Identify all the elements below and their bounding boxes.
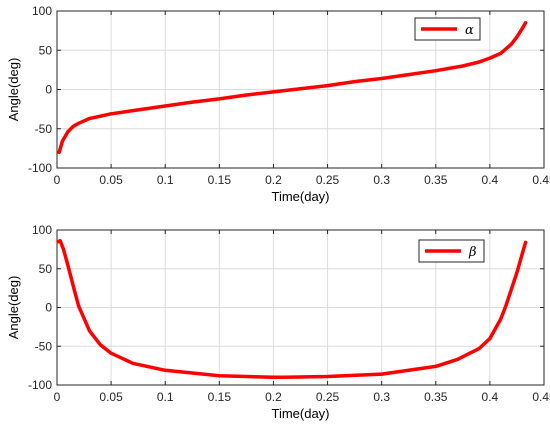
y-tick-label: 50 (39, 43, 53, 57)
data-point (524, 21, 528, 25)
data-point (353, 80, 357, 84)
x-tick-label: 0.2 (265, 173, 282, 187)
y-tick-label: 0 (45, 83, 52, 97)
x-tick-label: 0.05 (99, 173, 123, 187)
data-point (77, 304, 81, 308)
beta-x-axis-label: Time(day) (271, 406, 329, 421)
beta-legend: β (418, 239, 485, 263)
data-point (515, 35, 519, 39)
data-point (244, 93, 248, 97)
data-point (326, 374, 330, 379)
data-point (434, 69, 438, 73)
x-tick-label: 0.45 (532, 390, 550, 404)
y-tick-label: -100 (28, 378, 52, 392)
data-point (282, 375, 286, 379)
data-point (380, 76, 384, 81)
x-tick-label: 0.15 (208, 390, 232, 404)
data-point (520, 251, 525, 255)
beta-axes-frame (56, 229, 545, 386)
data-point (77, 121, 81, 125)
data-point (131, 361, 135, 365)
x-tick-label: 0.3 (373, 390, 390, 404)
y-tick-label: -100 (28, 161, 52, 175)
alpha-axes-frame (56, 10, 545, 169)
legend-label: β (468, 245, 477, 260)
data-point (504, 303, 508, 307)
data-point (71, 124, 75, 128)
beta-y-axis-label: Angle(deg) (6, 276, 21, 340)
data-point (87, 116, 92, 121)
data-point (509, 42, 514, 46)
data-point (190, 100, 194, 104)
alpha-y-axis-label: Angle(deg) (6, 58, 21, 122)
data-point (217, 374, 221, 378)
x-tick-label: 0.35 (424, 390, 448, 404)
x-tick-label: 0.1 (157, 390, 174, 404)
beta-series-line (56, 239, 528, 380)
data-point (136, 108, 140, 112)
data-point (71, 284, 75, 288)
data-point (524, 240, 528, 244)
x-tick-label: 0.4 (482, 173, 499, 187)
data-point (98, 114, 102, 118)
x-tick-label: 0.15 (208, 173, 232, 187)
beta-plot-panel: 0 0.05 0.1 0.15 0.2 0.25 0.3 0.35 0.4 0.45 -100 -50… (6, 223, 550, 421)
data-point (298, 87, 303, 91)
x-tick-label: 0 (54, 173, 61, 187)
x-tick-label: 0.2 (265, 390, 282, 404)
data-point (66, 263, 70, 267)
y-tick-label: 100 (32, 223, 52, 237)
data-point (61, 247, 66, 251)
x-tick-label: 0.4 (482, 390, 499, 404)
x-tick-label: 0.3 (373, 173, 390, 187)
x-tick-label: 0.45 (532, 173, 550, 187)
data-point (407, 73, 411, 77)
data-point (60, 139, 64, 143)
data-point (509, 287, 514, 291)
data-point (271, 90, 275, 94)
data-point (488, 336, 492, 341)
x-tick-label: 0.35 (424, 173, 448, 187)
data-point (455, 357, 459, 361)
data-point (380, 372, 384, 376)
y-tick-label: -50 (35, 122, 53, 136)
data-point (520, 26, 525, 30)
data-point (434, 364, 438, 368)
data-point (109, 112, 113, 116)
y-tick-label: -50 (35, 339, 53, 353)
data-point (488, 56, 492, 60)
data-point (461, 64, 465, 68)
data-point (326, 84, 330, 88)
data-point (109, 351, 113, 355)
alpha-x-axis-label: Time(day) (271, 189, 329, 204)
y-tick-label: 0 (45, 301, 52, 315)
y-tick-label: 50 (39, 262, 53, 276)
x-tick-label: 0.1 (157, 173, 174, 187)
legend-label: α (465, 23, 474, 38)
data-point (499, 317, 503, 321)
y-tick-label: 100 (32, 4, 52, 18)
data-point (499, 51, 503, 56)
data-point (163, 368, 167, 372)
x-tick-label: 0.25 (316, 390, 340, 404)
alpha-legend: α (414, 17, 481, 41)
data-point (98, 343, 102, 347)
data-point (87, 329, 92, 333)
alpha-plot-panel: 0 0.05 0.1 0.15 0.2 0.25 0.3 0.35 0.4 0.45 -100 -50… (6, 4, 550, 204)
alpha-series-line (57, 21, 528, 155)
data-point (58, 239, 62, 243)
x-tick-label: 0.05 (99, 390, 123, 404)
data-point (477, 60, 481, 64)
data-point (477, 347, 481, 351)
data-point (271, 375, 275, 379)
data-point (515, 271, 519, 275)
data-point (163, 104, 167, 108)
x-tick-label: 0 (54, 390, 61, 404)
data-point (217, 97, 221, 101)
x-tick-label: 0.25 (316, 173, 340, 187)
data-point (57, 150, 61, 154)
data-point (66, 130, 70, 134)
